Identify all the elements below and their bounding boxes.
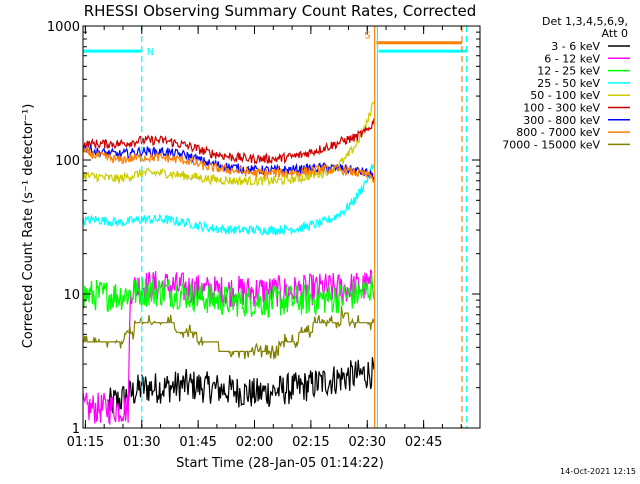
x-tick-label-3: 02:00	[236, 435, 273, 450]
series-line-7	[83, 147, 375, 183]
legend-label-2: 12 - 25 keV	[537, 65, 600, 78]
y-axis-label: Corrected Count Rate (s⁻¹ detector⁻¹)	[21, 104, 36, 349]
axes: 01:15 01:30 01:45 02:00 02:15 02:30 02:45 1 10 10…	[47, 20, 480, 450]
series-line-2	[83, 273, 375, 319]
legend-label-5: 100 - 300 keV	[523, 102, 600, 115]
x-tick-label-2: 01:45	[179, 435, 216, 450]
legend-label-3: 25 - 50 keV	[537, 77, 600, 90]
legend-label-1: 6 - 12 keV	[544, 52, 600, 65]
x-tick-label-4: 02:15	[292, 435, 329, 450]
legend-header-0: Det 1,3,4,5,6,9,	[542, 15, 628, 28]
legend-label-0: 3 - 6 keV	[551, 40, 600, 53]
legend-label-7: 800 - 7000 keV	[516, 126, 600, 139]
series-line-6	[83, 144, 375, 181]
x-tick-label-1: 01:30	[123, 435, 160, 450]
annotation-label-1: S	[364, 31, 370, 42]
y-tick-label-3: 1000	[47, 20, 80, 35]
legend-label-6: 300 - 800 keV	[523, 114, 600, 127]
legend-label-4: 50 - 100 keV	[530, 89, 600, 102]
y-tick-label-1: 10	[63, 288, 80, 303]
footer-timestamp: 14-Oct-2021 12:15	[560, 467, 636, 476]
chart-title: RHESSI Observing Summary Count Rates, Co…	[84, 2, 477, 20]
series-line-0	[107, 357, 375, 414]
y-tick-label-2: 100	[55, 154, 80, 169]
x-tick-label-0: 01:15	[67, 435, 104, 450]
x-tick-label-6: 02:45	[405, 435, 442, 450]
legend-header-1: Att 0	[602, 27, 628, 40]
series-line-4	[83, 101, 375, 187]
x-axis-label: Start Time (28-Jan-05 01:14:22)	[176, 456, 384, 471]
y-tick-label-0: 1	[72, 422, 80, 437]
legend-label-8: 7000 - 15000 keV	[502, 138, 600, 151]
series-line-1	[83, 269, 375, 426]
series-line-3	[83, 162, 375, 237]
series-line-5	[83, 118, 375, 165]
plot-area	[83, 26, 468, 428]
series-line-8	[83, 306, 375, 360]
annotation-label-0: N	[147, 47, 154, 58]
plot-frame	[82, 25, 481, 429]
x-tick-label-5: 02:30	[349, 435, 386, 450]
